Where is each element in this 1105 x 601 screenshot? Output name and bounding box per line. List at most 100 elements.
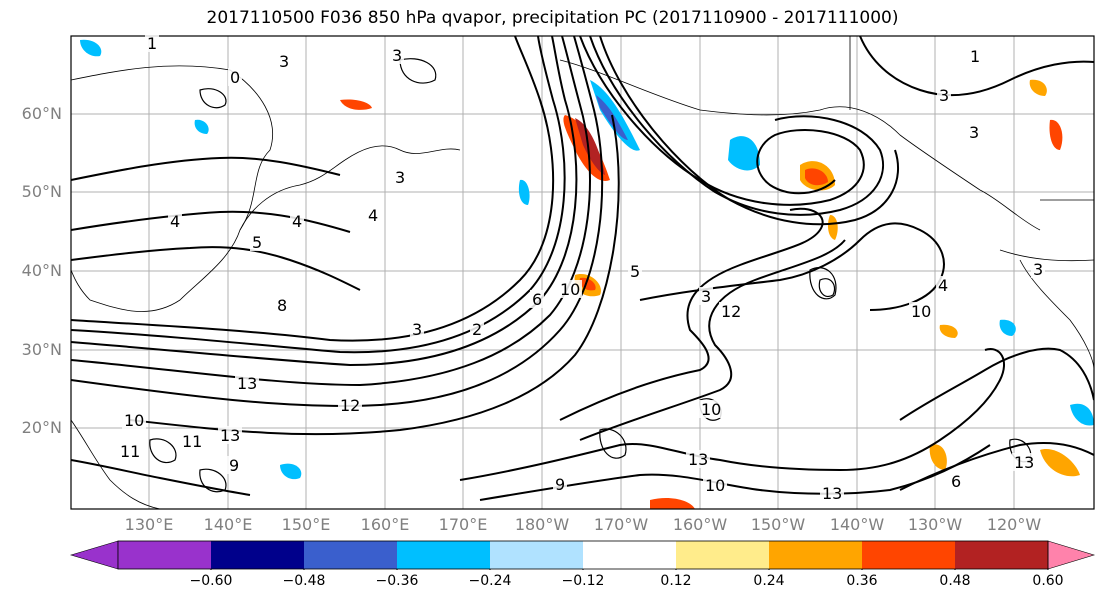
contour-label: 10 [705,476,725,495]
contour-label: 4 [938,276,948,295]
contour-label-bg [228,68,242,86]
colorbar-tick-label: 0.12 [660,573,692,589]
contour-label-bg [250,233,264,251]
contour-label-bg [338,396,362,414]
contour-label: 13 [688,450,708,469]
longitude-label: 140°E [203,515,253,534]
longitude-label: 150°W [750,515,806,534]
contour-label-bg [145,34,159,52]
colorbar-tick-label: 0.60 [1032,573,1064,589]
contour-label-bg [686,450,710,468]
contour-label-bg [967,123,981,141]
longitude-label: 130°W [907,515,963,534]
contour-label: 13 [237,374,257,393]
colorbar-cell [862,541,955,569]
colorbar-cell [490,541,583,569]
contour-label-bg [628,262,642,280]
colorbar-cell [304,541,397,569]
contour-label: 4 [368,206,378,225]
longitude-label: 140°W [829,515,885,534]
contour-label-bg [168,212,182,230]
contour-label: 9 [229,456,239,475]
map-frame [70,35,1095,510]
contour-label-bg [393,168,407,186]
contour-label: 3 [1033,260,1043,279]
contour-label-bg [936,276,950,294]
colorbar-cell [583,541,676,569]
contour-label-bg [558,280,582,298]
contour-label: 5 [252,233,262,252]
contour-label-bg [699,287,713,305]
colorbar-extend-min [69,540,119,570]
contour-label: 3 [939,86,949,105]
longitude-label: 160°W [672,515,728,534]
contour-label-bg [968,47,982,65]
contour-label: 4 [292,212,302,231]
colorbar-tick-label: −0.24 [468,573,512,589]
contour-label-bg [218,426,242,444]
contour-label-bg [410,320,424,338]
contour-label: 6 [532,290,542,309]
colorbar-tick-label: 0.36 [846,573,878,589]
contour-label: 9 [555,475,565,494]
colorbar-cell [118,541,211,569]
contour-label-bg [180,432,204,450]
precip-shading [80,39,1094,509]
contour-label-bg [470,320,484,338]
contour-label-bg [275,296,289,314]
contour-label: 0 [230,68,240,87]
colorbar-tick-label: −0.36 [375,573,419,589]
contour-label-bg [366,206,380,224]
colorbar-tick-label: 0.24 [753,573,785,589]
colorbar-tick-label: 0.48 [939,573,971,589]
contour-label: 3 [395,168,405,187]
contour-label: 6 [951,472,961,491]
contour-label: 5 [630,262,640,281]
contour-label-bg [122,411,146,429]
contour-label: 3 [701,287,711,306]
longitude-label: 170°E [438,515,488,534]
colorbar [69,540,1096,570]
contour-label-bg [235,374,259,392]
contour-label-bg [530,290,544,308]
contour-label: 12 [721,302,741,321]
contour-label-bg [290,212,304,230]
contour-label-bg [909,302,933,320]
contour-label-bg [719,302,743,320]
colorbar-tick-label: −0.60 [189,573,233,589]
contour-label: 12 [340,396,360,415]
contour-label: 13 [220,426,240,445]
contour-label: 11 [120,442,140,461]
colorbar-cell [211,541,304,569]
contour-label: 1 [970,47,980,66]
contour-label: 10 [911,302,931,321]
contour-label-bg [937,86,951,104]
contour-label: 3 [969,123,979,142]
contour-label: 1 [147,34,157,53]
contour-label: 3 [392,46,402,65]
contour-label-bg [703,476,727,494]
contour-label: 10 [124,411,144,430]
contour-label-bg [227,456,241,474]
contour-label-bg [699,400,723,418]
colorbar-cell [397,541,490,569]
contour-label: 2 [472,320,482,339]
longitude-label: 120°W [986,515,1042,534]
colorbar-cell [769,541,862,569]
latitude-label: 30°N [21,340,62,359]
latitude-label: 40°N [21,261,62,280]
contour-label: 3 [279,52,289,71]
contour-label-bg [949,472,963,490]
contour-label: 3 [412,320,422,339]
longitude-label: 180°W [514,515,570,534]
longitude-label: 170°W [593,515,649,534]
colorbar-cell [676,541,769,569]
longitude-label: 150°E [281,515,331,534]
longitude-label: 160°E [360,515,410,534]
contour-label: 4 [170,212,180,231]
contour-label-bg [277,52,291,70]
small-contours [149,58,1032,493]
latitude-label: 20°N [21,418,62,437]
